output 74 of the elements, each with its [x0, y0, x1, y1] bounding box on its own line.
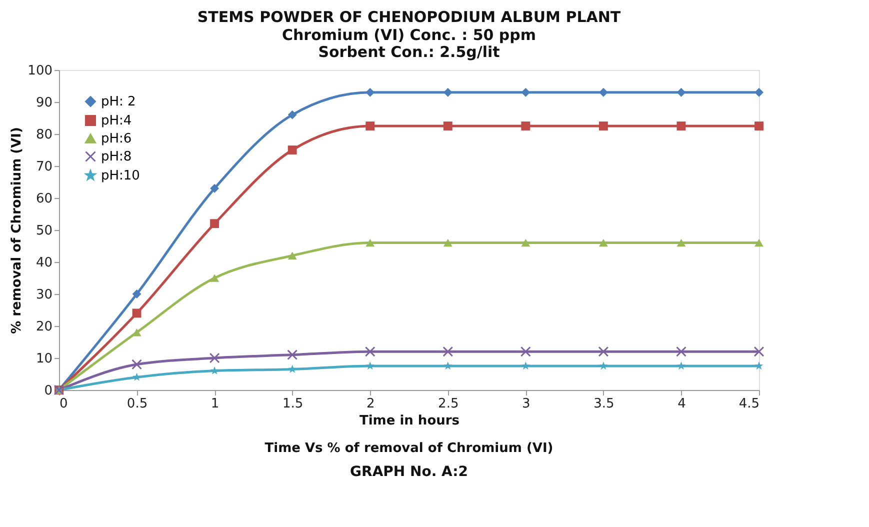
point	[442, 346, 454, 357]
x-tick-label: 4.5	[738, 396, 760, 412]
y-tick-label: 30	[36, 288, 52, 302]
text: Time Vs % of removal of Chromium (VI)	[264, 441, 554, 456]
point	[599, 362, 608, 370]
y-tick-label: 0	[44, 384, 52, 398]
x-tick-label: 2.5	[438, 396, 459, 412]
y-tick-label: 100	[28, 64, 52, 78]
x-tick-label: 1.5	[282, 396, 304, 412]
legend-label: pH:6	[101, 132, 132, 146]
point	[364, 346, 376, 357]
point	[210, 184, 220, 193]
point	[676, 238, 686, 247]
point	[287, 350, 298, 360]
point	[366, 122, 375, 130]
point	[210, 219, 220, 228]
point	[676, 88, 686, 97]
y-tick-label: 70	[36, 160, 52, 174]
point	[754, 346, 764, 357]
legend-label: pH:4	[101, 114, 132, 128]
point	[132, 328, 142, 336]
x-tick-label: 3	[522, 396, 530, 412]
y-tick-label: 20	[36, 320, 52, 334]
legend-label: pH:8	[101, 150, 132, 164]
point	[132, 308, 142, 318]
point	[132, 359, 142, 370]
point	[754, 122, 764, 130]
point	[754, 238, 764, 247]
point	[521, 238, 530, 247]
point	[443, 122, 452, 130]
x-tick-label: 3.5	[594, 396, 614, 412]
legend-label: pH: 2	[101, 94, 136, 110]
x-tick-label: 0.5	[126, 396, 148, 412]
point	[366, 238, 375, 247]
point	[132, 290, 142, 298]
point	[444, 362, 452, 370]
x-axis-title: Time in hours	[359, 414, 460, 428]
point	[521, 88, 530, 97]
point	[754, 362, 764, 370]
x-tick-label: 0	[60, 396, 68, 412]
legend-label: pH:10	[101, 168, 140, 184]
point	[210, 274, 220, 282]
point	[521, 122, 530, 130]
point	[132, 372, 142, 381]
chart-subtitle: Chromium (VI) Conc. : 50 ppm Sorbent Con.: 2.5g/lit	[282, 26, 536, 61]
point	[288, 252, 297, 260]
point	[676, 346, 686, 357]
text: GRAPH No. A:2	[350, 464, 468, 480]
point	[598, 122, 608, 130]
x-tick-label: 2	[366, 396, 375, 412]
point	[288, 364, 297, 373]
point	[288, 110, 297, 120]
x-tick-label: 4	[678, 396, 686, 412]
point	[210, 366, 219, 374]
y-axis-title: % removal of Chromium (VI)	[10, 127, 25, 334]
chart-title: STEMS POWDER OF CHENOPODIUM ALBUM PLANT	[197, 8, 622, 26]
point	[598, 346, 609, 357]
y-tick-label: 10	[36, 352, 52, 366]
point	[443, 238, 452, 247]
y-tick-label: 80	[36, 128, 52, 142]
point	[676, 362, 686, 370]
y-tick-label: 40	[36, 256, 52, 270]
point	[598, 238, 608, 247]
point	[366, 362, 374, 370]
point	[288, 146, 297, 154]
y-tick-label: 90	[36, 96, 52, 110]
point	[754, 88, 764, 97]
point	[521, 362, 530, 370]
x-tick-label: 1	[210, 396, 220, 412]
point	[676, 122, 686, 130]
y-tick-label: 50	[36, 224, 52, 238]
point	[209, 352, 220, 364]
y-tick-label: 60	[36, 192, 52, 206]
point	[520, 346, 531, 357]
